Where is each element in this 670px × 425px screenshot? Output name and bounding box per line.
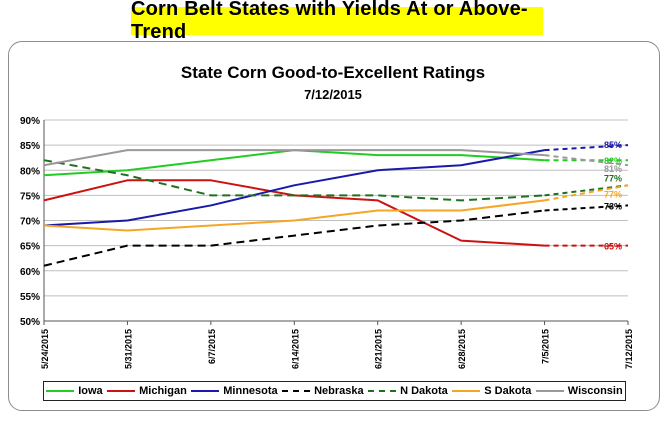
legend-item: Wisconsin [535, 385, 623, 397]
series-end-label: 77% [604, 173, 622, 183]
x-tick-label: 6/21/2015 [374, 329, 384, 369]
legend-label: N Dakota [400, 385, 448, 397]
chart-legend: Iowa Michigan Minnesota Nebraska N Dakota S D… [43, 381, 626, 401]
series-line [43, 159, 545, 202]
legend-swatch [535, 390, 564, 392]
x-tick-label: 6/14/2015 [290, 329, 300, 369]
series-projection [544, 204, 629, 212]
legend-swatch [368, 390, 397, 392]
y-tick-label: 50% [20, 317, 40, 328]
legend-item: S Dakota [452, 385, 531, 397]
series-line [43, 209, 545, 267]
y-tick-label: 85% [20, 141, 40, 152]
series-line [43, 149, 545, 167]
chart-frame [8, 41, 660, 411]
y-tick-label: 65% [20, 242, 40, 253]
series-end-label: 73% [604, 201, 622, 211]
legend-item: N Dakota [368, 385, 448, 397]
y-tick-label: 90% [20, 116, 40, 127]
chart-title: State Corn Good-to-Excellent Ratings [181, 63, 485, 82]
legend-item: Minnesota [191, 385, 278, 397]
legend-swatch [282, 390, 311, 392]
y-tick-label: 60% [20, 267, 40, 278]
y-tick-label: 75% [20, 191, 40, 202]
legend-label: Minnesota [223, 385, 278, 397]
series-end-label: 81% [604, 164, 622, 174]
series-end-label: 77% [604, 189, 622, 199]
series-end-label: 82% [604, 156, 622, 166]
y-tick-label: 55% [20, 292, 40, 303]
x-tick-label: 6/7/2015 [207, 329, 217, 364]
series-projection [544, 144, 629, 152]
legend-label: S Dakota [484, 385, 532, 397]
chart-subtitle: 7/12/2015 [304, 87, 362, 102]
legend-swatch [191, 390, 220, 392]
y-tick-label: 70% [20, 217, 40, 228]
legend-label: Nebraska [314, 385, 364, 397]
x-tick-label: 6/28/2015 [457, 329, 467, 369]
series-end-label: 65% [604, 242, 622, 252]
series-end-label: 85% [604, 140, 622, 150]
x-tick-label: 5/24/2015 [40, 329, 50, 369]
legend-label: Michigan [139, 385, 187, 397]
legend-swatch [107, 390, 136, 392]
legend-swatch [46, 390, 75, 392]
x-tick-label: 7/5/2015 [541, 329, 551, 364]
banner: Corn Belt States with Yields At or Above… [131, 0, 543, 43]
legend-label: Iowa [78, 385, 103, 397]
legend-item: Michigan [107, 385, 187, 397]
legend-item: Iowa [46, 385, 103, 397]
legend-item: Nebraska [282, 385, 364, 397]
banner-title: Corn Belt States with Yields At or Above… [131, 0, 528, 43]
series-line [43, 149, 545, 227]
x-tick-label: 7/12/2015 [624, 329, 634, 369]
x-tick-label: 5/31/2015 [123, 329, 133, 369]
legend-swatch [452, 390, 481, 392]
legend-label: Wisconsin [567, 385, 623, 397]
series-line [43, 199, 545, 232]
y-tick-label: 80% [20, 166, 40, 177]
